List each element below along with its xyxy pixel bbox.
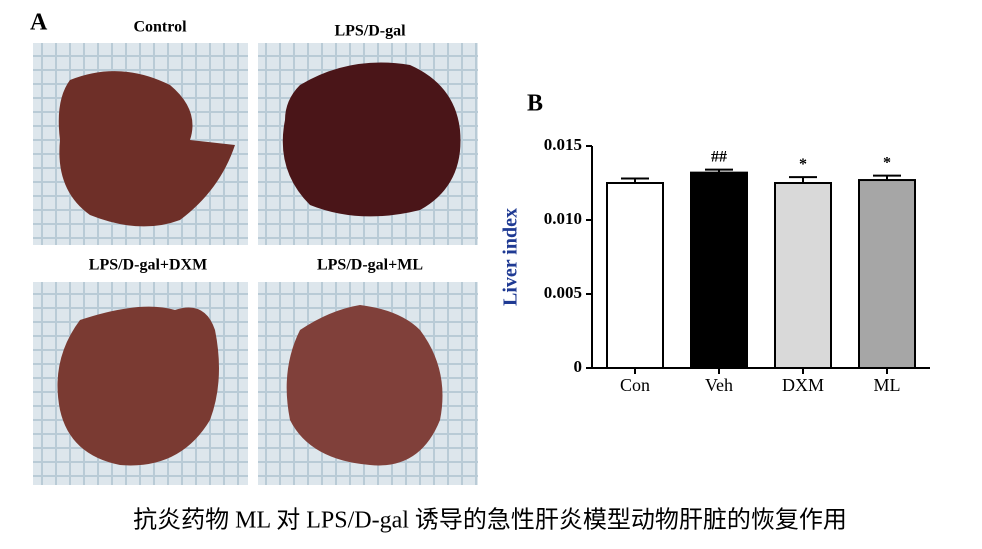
x-tick-label: Con [620,375,650,395]
caption: 抗炎药物 ML 对 LPS/D-gal 诱导的急性肝炎模型动物肝脏的恢复作用 [133,507,847,534]
photo-caption: Control [133,19,187,36]
bar [858,179,916,369]
photo-caption: LPS/D-gal+ML [317,257,423,274]
y-tick-label: 0 [574,357,583,376]
y-axis-label: Liver index [500,208,522,306]
bar [774,182,832,369]
photo-caption: LPS/D-gal+DXM [89,257,207,274]
photo-caption: LPS/D-gal [334,23,406,40]
y-tick-label: 0.015 [544,135,582,154]
photo [258,282,478,485]
x-tick-label: DXM [782,375,824,395]
x-tick-label: ML [874,375,901,395]
panel-label: A [30,10,48,36]
photo [33,43,248,245]
photo [258,43,478,245]
bar [690,171,748,369]
y-tick-label: 0.010 [544,209,582,228]
significance-mark: ## [711,148,727,165]
photo [33,282,248,485]
significance-mark: * [799,156,807,173]
panel-label: B [527,91,543,117]
x-tick-label: Veh [705,375,733,395]
bar [606,182,664,369]
y-tick-label: 0.005 [544,283,582,302]
significance-mark: * [883,154,891,171]
